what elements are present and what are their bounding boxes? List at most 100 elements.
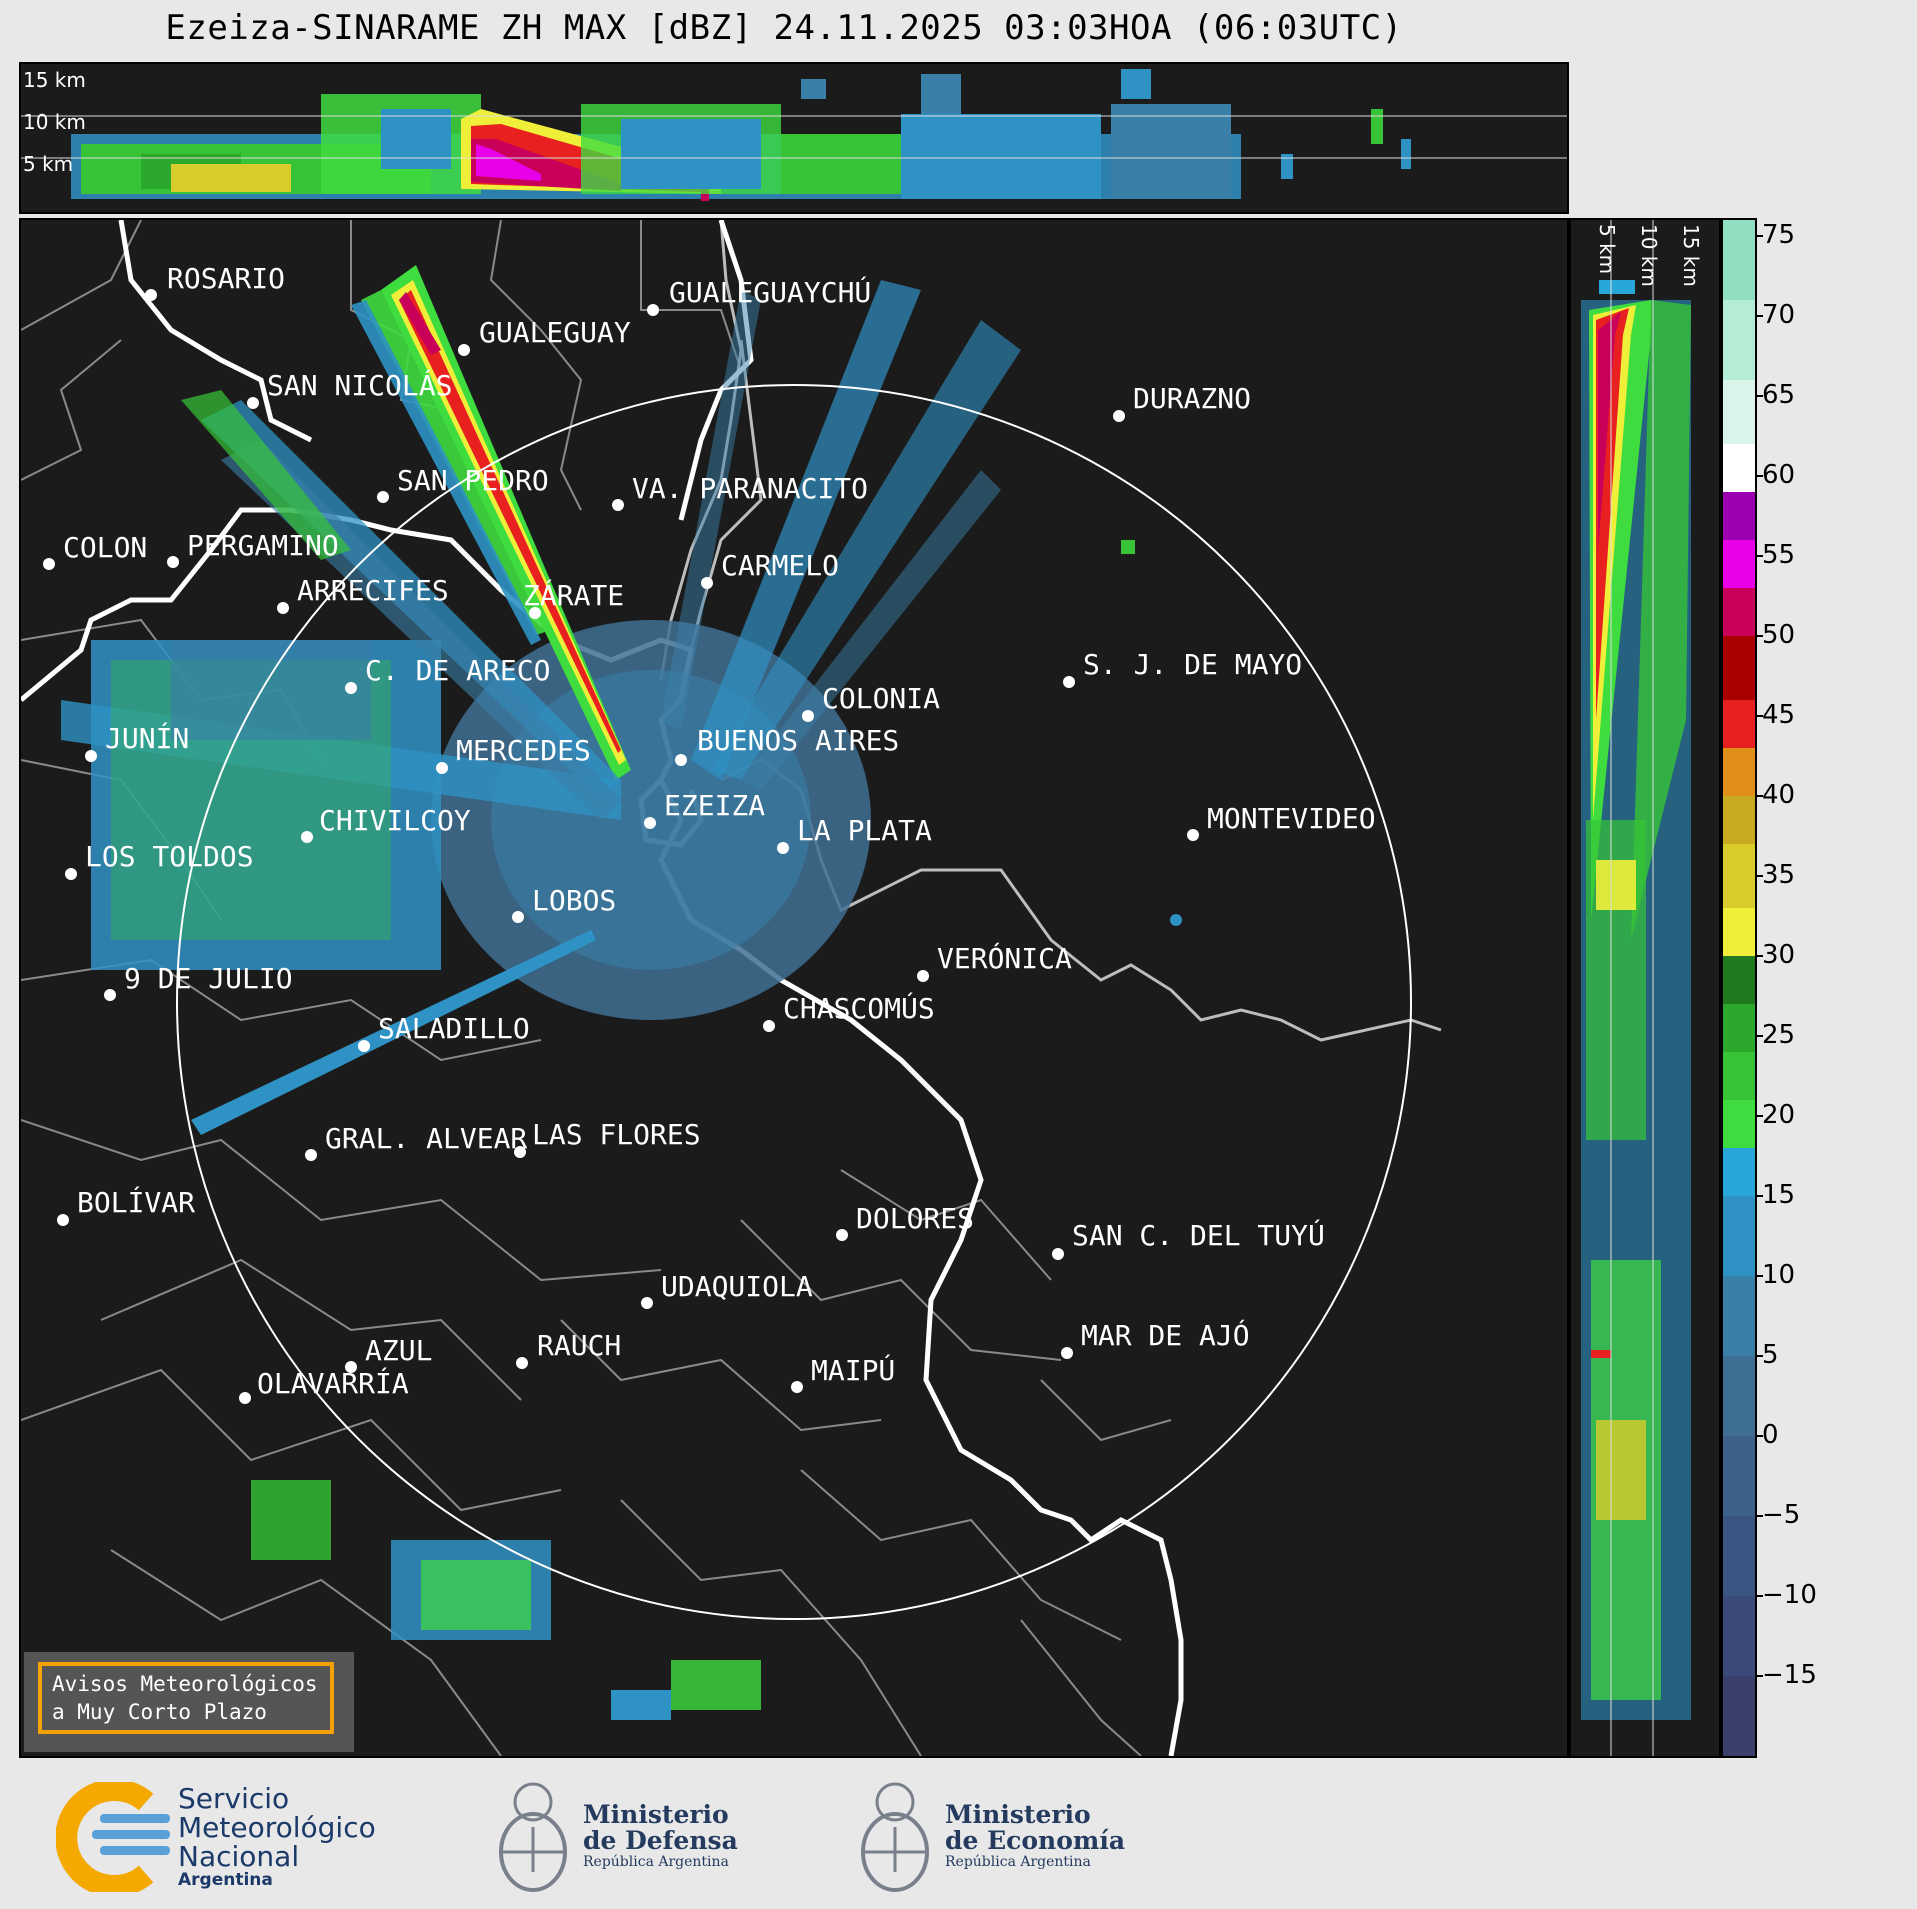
colorbar-tick-mark (1757, 715, 1763, 717)
colorbar-tick-mark (1757, 1195, 1763, 1197)
smn-line-3: Nacional (178, 1840, 300, 1873)
colorbar-band (1723, 1436, 1755, 1516)
top-cross-section-panel: 15 km 10 km 5 km (19, 62, 1569, 214)
colorbar-band (1723, 700, 1755, 748)
colorbar-tick-mark (1757, 235, 1763, 237)
colorbar-tick-mark (1757, 1275, 1763, 1277)
city-label: BOLÍVAR (77, 1185, 195, 1219)
colorbar-tick-mark (1757, 955, 1763, 957)
city-marker-dot (345, 682, 357, 694)
radar-map-panel: ROSARIO GUALEGUAYCHÚ GUALEGUAY SAN NICOLÁS D… (19, 218, 1569, 1758)
smn-line-4: Argentina (178, 1870, 273, 1890)
colorbar-band (1723, 588, 1755, 636)
city-label: MONTEVIDEO (1207, 802, 1376, 835)
city-label: PERGAMINO (187, 529, 339, 562)
city-label: GUALEGUAY (479, 316, 631, 349)
altitude-label-10km: 10 km (23, 110, 86, 134)
avisos-line-1: Avisos Meteorológicos (52, 1672, 318, 1696)
colorbar-tick-mark (1757, 395, 1763, 397)
city-label: LA PLATA (797, 814, 932, 847)
city-label: JUNÍN (105, 721, 189, 755)
city-marker-dot (529, 607, 541, 619)
city-marker-dot (612, 499, 624, 511)
city-marker-dot (641, 1297, 653, 1309)
colorbar-tick-mark (1757, 1675, 1763, 1677)
city-marker-dot (239, 1392, 251, 1404)
footer-logos: Servicio Meteorológico Nacional Argentin… (0, 1760, 1917, 1909)
city-label: SAN C. DEL TUYÚ (1072, 1218, 1325, 1252)
city-marker-dot (647, 304, 659, 316)
city-marker-dot (104, 989, 116, 1001)
city-markers: ROSARIO GUALEGUAYCHÚ GUALEGUAY SAN NICOLÁS D… (43, 262, 1376, 1404)
colorbar-tick-label: 75 (1762, 220, 1796, 250)
city-label: AZUL (365, 1334, 432, 1367)
city-label: ROSARIO (167, 262, 285, 295)
altitude-label-5km-vertical: 5 km (1595, 224, 1619, 275)
city-marker-dot (701, 577, 713, 589)
city-marker-dot (277, 602, 289, 614)
city-label: EZEIZA (664, 789, 765, 822)
economia-text: Ministerio de Economía República Argenti… (945, 1802, 1125, 1871)
city-marker-dot (247, 397, 259, 409)
city-marker-dot (802, 710, 814, 722)
city-label: BUENOS AIRES (697, 724, 899, 757)
city-marker-dot (458, 344, 470, 356)
right-cross-section-plot (1581, 220, 1691, 1756)
colorbar-tick-mark (1757, 1515, 1763, 1517)
smn-logo-text: Servicio Meteorológico Nacional Argentin… (178, 1784, 376, 1889)
colorbar-tick-mark (1757, 1435, 1763, 1437)
colorbar-tick-label: 60 (1762, 460, 1796, 490)
colorbar-tick-label: 50 (1762, 620, 1796, 650)
city-marker-dot (43, 558, 55, 570)
city-marker-dot (763, 1020, 775, 1032)
colorbar-band (1723, 1196, 1755, 1276)
avisos-frame: Avisos Meteorológicos a Muy Corto Plazo (38, 1662, 334, 1734)
colorbar-band (1723, 300, 1755, 380)
altitude-label-5km: 5 km (23, 152, 74, 176)
city-label: 9 DE JULIO (124, 962, 293, 995)
smn-line-1: Servicio (178, 1782, 290, 1815)
city-marker-dot (1113, 410, 1125, 422)
city-label: CARMELO (721, 549, 839, 582)
colorbar-tick-mark (1757, 875, 1763, 877)
reflectivity-colorbar (1721, 218, 1757, 1758)
colorbar-band (1723, 908, 1755, 956)
colorbar-band (1723, 796, 1755, 844)
colorbar-band (1723, 636, 1755, 700)
city-marker-dot (85, 750, 97, 762)
city-label: DOLORES (856, 1202, 974, 1235)
colorbar-tick-label: 20 (1762, 1100, 1796, 1130)
colorbar-band (1723, 444, 1755, 492)
colorbar-tick-label: 35 (1762, 860, 1796, 890)
avisos-button[interactable]: Avisos Meteorológicos a Muy Corto Plazo (24, 1652, 354, 1752)
smn-line-2: Meteorológico (178, 1811, 376, 1844)
city-label: VERÓNICA (937, 941, 1072, 975)
city-marker-dot (675, 754, 687, 766)
colorbar-tick-label: −10 (1762, 1580, 1817, 1610)
colorbar-band (1723, 1356, 1755, 1436)
city-marker-dot (301, 831, 313, 843)
colorbar-tick-mark (1757, 795, 1763, 797)
city-marker-dot (836, 1229, 848, 1241)
city-marker-dot (145, 289, 157, 301)
city-label: C. DE ARECO (365, 654, 550, 687)
colorbar-band (1723, 540, 1755, 588)
city-label: CHASCOMÚS (783, 991, 935, 1025)
colorbar-band (1723, 1004, 1755, 1052)
colorbar-tick-mark (1757, 315, 1763, 317)
city-label: LAS FLORES (532, 1118, 701, 1151)
city-marker-dot (516, 1357, 528, 1369)
city-label: DURAZNO (1133, 382, 1251, 415)
city-marker-dot (167, 556, 179, 568)
city-marker-dot (1061, 1347, 1073, 1359)
city-label: UDAQUIOLA (661, 1270, 813, 1303)
right-cross-section-panel: 5 km 10 km 15 km (1569, 218, 1721, 1758)
city-label: ZÁRATE (523, 578, 624, 612)
colorbar-band (1723, 748, 1755, 796)
city-marker-dot (1187, 829, 1199, 841)
city-marker-dot (512, 911, 524, 923)
city-label: COLON (63, 531, 147, 564)
city-marker-dot (777, 842, 789, 854)
economia-line-3: República Argentina (945, 1854, 1091, 1870)
smn-logo-icon (55, 1779, 176, 1897)
